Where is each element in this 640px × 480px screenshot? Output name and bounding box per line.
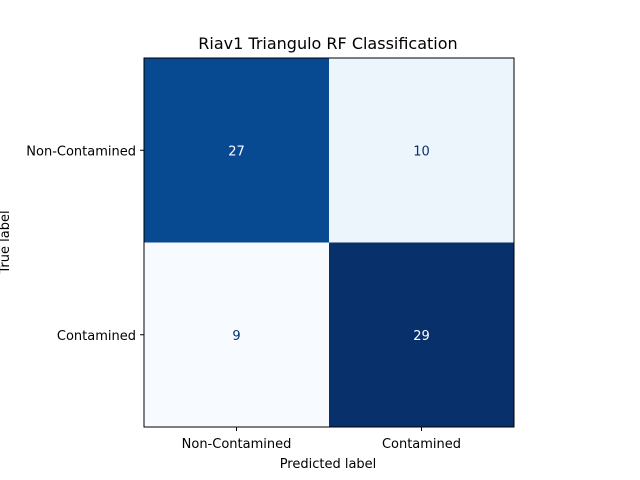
matrix-cell: [329, 242, 514, 427]
matrix-cell: [329, 58, 514, 243]
matrix-value-label: 10: [413, 144, 430, 159]
x-tick-label: Non-Contamined: [182, 437, 292, 452]
x-axis-label: Predicted label: [280, 457, 377, 472]
y-axis-label: True label: [0, 210, 13, 274]
matrix-value-label: 29: [413, 329, 430, 344]
y-axis-ticks: Non-Contamined Contamined: [26, 144, 144, 344]
plot-frame: [143, 57, 515, 428]
matrix-value-labels: 27 10 9 29: [228, 144, 430, 344]
matrix-cell: [144, 242, 329, 427]
x-tick-label: Contamined: [382, 437, 461, 452]
y-tick-label: Non-Contamined: [26, 144, 136, 159]
x-axis-ticks: Non-Contamined Contamined: [182, 427, 461, 452]
matrix-value-label: 27: [228, 144, 245, 159]
chart-title: Riav1 Triangulo RF Classification: [198, 34, 457, 53]
y-tick-label: Contamined: [57, 329, 136, 344]
matrix-cell: [144, 58, 329, 243]
matrix-cells: [144, 58, 514, 427]
matrix-value-label: 9: [232, 329, 240, 344]
